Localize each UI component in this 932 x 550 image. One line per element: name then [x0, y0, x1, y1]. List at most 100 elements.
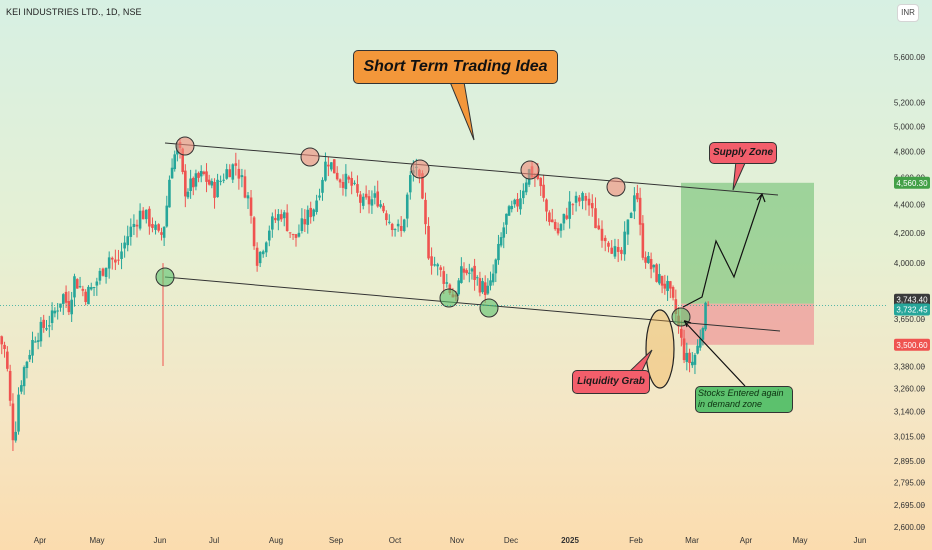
candle-body — [279, 214, 283, 220]
candle-body — [274, 217, 277, 221]
candle-body — [691, 361, 694, 366]
candle — [39, 317, 43, 347]
candle — [264, 241, 268, 257]
candle-body — [189, 178, 192, 192]
candle — [382, 203, 385, 214]
candle-body — [81, 288, 85, 291]
candle — [291, 233, 295, 240]
candle — [669, 280, 672, 299]
candle-body — [78, 286, 82, 288]
y-tick-label: 3,260.00 — [894, 384, 926, 393]
candle-body — [165, 205, 169, 227]
candle — [306, 205, 310, 234]
candle-body — [39, 321, 43, 342]
candle-body — [421, 173, 424, 199]
candle-body — [285, 212, 289, 231]
currency-badge[interactable]: INR — [897, 4, 919, 22]
target-price-tag-bg — [894, 176, 930, 189]
stop-price-tag: 3,500.60 — [894, 338, 930, 351]
candle — [539, 177, 543, 196]
candle — [324, 152, 327, 182]
candle-body — [207, 179, 211, 185]
candle-body — [73, 276, 76, 298]
candle-body — [470, 268, 474, 272]
candle — [445, 273, 449, 288]
candle-body — [246, 195, 250, 199]
candle-body — [553, 221, 557, 230]
candle-body — [545, 199, 548, 212]
last-price-tag-text: 3,732.45 — [896, 306, 928, 315]
candle — [626, 219, 630, 245]
candle — [460, 257, 463, 284]
candle-body — [424, 199, 427, 225]
candle-body — [228, 169, 232, 178]
candle — [59, 303, 62, 312]
candle — [701, 326, 705, 346]
candle — [162, 226, 166, 246]
candle-body — [364, 193, 368, 198]
candle-body — [61, 294, 65, 304]
candle — [282, 210, 286, 227]
candle — [457, 278, 461, 296]
candle — [376, 180, 380, 208]
candle-body — [587, 198, 591, 206]
y-tick-label: 5,000.00 — [894, 122, 926, 131]
candle-body — [255, 247, 259, 266]
candle — [36, 332, 40, 350]
candle — [338, 178, 342, 188]
candle-body — [0, 336, 4, 345]
candle — [243, 169, 247, 199]
candle-body — [194, 173, 198, 187]
y-tick-label: 5,200.00 — [894, 98, 926, 107]
support-touch-marker — [439, 288, 459, 308]
candle — [228, 164, 232, 178]
candle-body — [373, 193, 377, 198]
candle-body — [243, 176, 247, 198]
candle-body — [144, 209, 148, 220]
candle-body — [436, 264, 439, 267]
candle-body — [151, 224, 154, 228]
candle — [279, 209, 283, 222]
candle — [545, 198, 548, 222]
candle-body — [288, 232, 292, 234]
candle — [240, 168, 244, 188]
x-tick-label: Apr — [740, 536, 753, 545]
candle-body — [565, 215, 569, 219]
candle-body — [306, 209, 310, 225]
candle-body — [581, 192, 584, 201]
candle — [144, 209, 148, 224]
candle-body — [638, 197, 642, 225]
candle-body — [502, 227, 506, 238]
drawings — [0, 81, 888, 389]
candle-body — [11, 403, 15, 441]
candle — [157, 223, 160, 233]
candle-body — [129, 226, 133, 237]
x-tick-label: Mar — [685, 536, 699, 545]
candle-body — [522, 190, 525, 199]
candle-body — [341, 181, 345, 188]
candle — [199, 165, 203, 183]
candle — [481, 277, 484, 294]
candle-body — [315, 200, 318, 213]
candle-body — [516, 199, 519, 207]
candle-body — [644, 257, 647, 263]
candle — [210, 178, 214, 189]
candle-body — [574, 195, 578, 203]
candle — [151, 217, 154, 233]
candle-body — [17, 394, 20, 432]
title-callout-tail — [449, 81, 475, 141]
candle — [28, 349, 32, 363]
symbol-title[interactable]: KEI INDUSTRIES LTD., 1D, NSE — [6, 7, 142, 17]
x-tick-label: May — [89, 536, 104, 545]
candle-body — [507, 206, 511, 216]
candle-body — [478, 278, 482, 293]
candle-body — [376, 191, 380, 207]
candle — [600, 220, 604, 248]
candle — [114, 249, 117, 271]
candle-body — [117, 259, 120, 261]
candle — [173, 150, 177, 172]
candle-body — [524, 182, 528, 193]
candle — [258, 250, 262, 268]
